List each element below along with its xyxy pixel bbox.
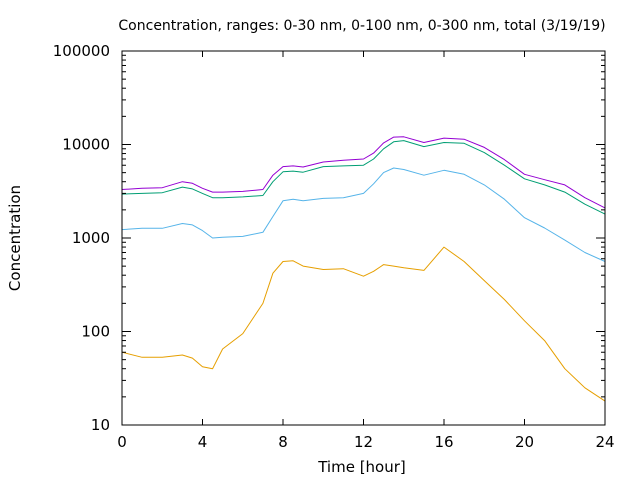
y-tick-label: 100000: [53, 42, 110, 60]
plot-frame: [121, 50, 606, 426]
series-line-1: [121, 167, 606, 262]
y-tick-label: 10: [91, 416, 110, 434]
x-tick-label: 8: [278, 433, 288, 451]
x-tick-label: 24: [595, 433, 614, 451]
x-axis: 0 4 8 12 16 20 24: [117, 51, 615, 451]
x-tick-label: 20: [515, 433, 534, 451]
x-tick-label: 0: [117, 433, 127, 451]
series-line-0: [121, 246, 606, 402]
x-axis-label: Time [hour]: [317, 458, 406, 476]
y-axis-label: Concentration: [6, 185, 24, 291]
x-tick-label: 16: [434, 433, 453, 451]
x-tick-label: 4: [198, 433, 208, 451]
series-line-2: [121, 140, 606, 215]
plot-lines: [121, 136, 606, 402]
y-tick-label: 1000: [72, 229, 110, 247]
series-line-3: [121, 136, 606, 209]
y-tick-label: 100: [81, 323, 110, 341]
x-tick-label: 12: [354, 433, 373, 451]
chart-title: Concentration, ranges: 0-30 nm, 0-100 nm…: [118, 18, 605, 34]
y-tick-label: 10000: [62, 136, 110, 154]
y-axis: 10 100 1000 10000 100000: [53, 42, 605, 434]
